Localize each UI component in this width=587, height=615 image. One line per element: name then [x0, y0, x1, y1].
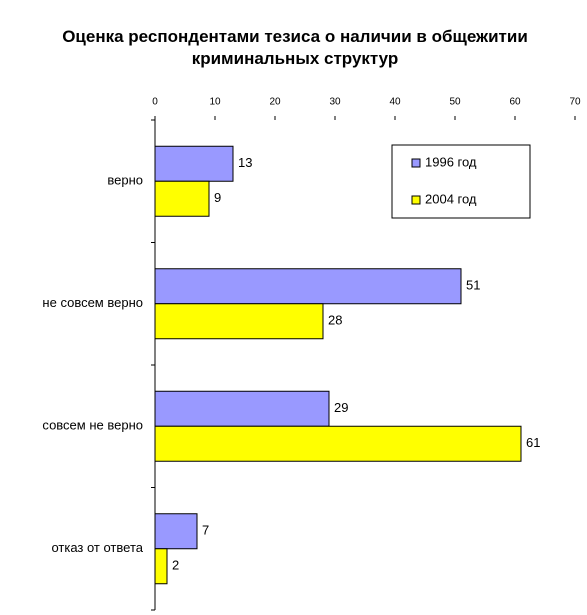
y-tick-label: отказ от ответа — [51, 540, 143, 555]
x-tick-label: 10 — [209, 97, 221, 108]
legend-box — [391, 144, 531, 219]
y-tick-label: совсем не верно — [42, 418, 143, 433]
legend-swatch — [411, 158, 421, 168]
x-tick-label: 30 — [329, 97, 341, 108]
y-tick-label: верно — [107, 173, 143, 188]
x-tick-label: 70 — [569, 97, 581, 108]
data-label: 9 — [214, 190, 221, 205]
data-label: 13 — [238, 155, 252, 170]
data-label: 29 — [334, 400, 348, 415]
legend-swatch — [411, 195, 421, 205]
x-tick-label: 0 — [152, 97, 158, 108]
bar — [154, 268, 462, 305]
bar — [154, 513, 198, 550]
bar — [154, 303, 324, 340]
chart-title: Оценка респондентами тезиса о наличии в … — [62, 27, 528, 68]
x-tick-label: 40 — [389, 97, 401, 108]
bar — [154, 180, 210, 217]
legend-label: 1996 год — [425, 154, 477, 169]
x-tick-label: 20 — [269, 97, 281, 108]
bar — [154, 390, 330, 427]
legend-label: 2004 год — [425, 191, 477, 206]
bar — [154, 145, 234, 182]
data-label: 28 — [328, 313, 342, 328]
x-tick-label: 60 — [509, 97, 521, 108]
y-tick-label: не совсем верно — [42, 295, 143, 310]
bar — [154, 425, 522, 462]
data-label: 61 — [526, 435, 540, 450]
x-tick-label: 50 — [449, 97, 461, 108]
data-label: 7 — [202, 523, 209, 538]
data-label: 51 — [466, 278, 480, 293]
data-label: 2 — [172, 558, 179, 573]
bar — [154, 548, 168, 585]
